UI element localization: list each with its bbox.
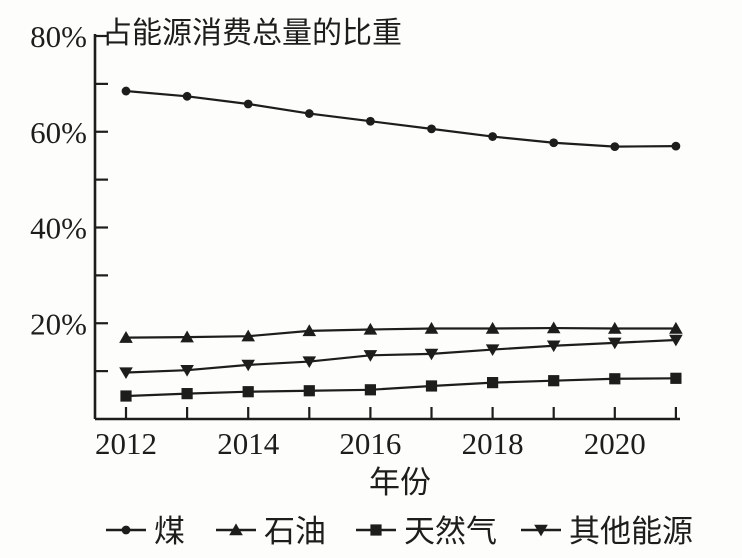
other-energy-marker-icon — [119, 367, 133, 379]
coal-marker-icon — [243, 99, 253, 109]
natural-gas-marker-icon — [303, 385, 315, 397]
oil-legend-marker-icon — [229, 523, 243, 536]
natural-gas-marker-icon — [181, 388, 193, 400]
legend-label-coal: 煤 — [154, 514, 185, 549]
legend-label-natural-gas: 天然气 — [404, 514, 497, 549]
oil-line — [125, 326, 676, 339]
coal-marker-icon — [427, 124, 436, 134]
other-energy-marker-icon — [180, 364, 194, 377]
legend: 煤 石油 天然气 其他能源 — [106, 514, 693, 549]
coal-marker-icon — [488, 132, 497, 141]
coal-marker-icon — [549, 138, 559, 148]
natural-gas-marker-icon — [670, 372, 682, 384]
x-tick-label: 2016 — [339, 426, 401, 461]
y-tick-label: 40% — [30, 211, 87, 246]
coal-marker-icon — [182, 91, 192, 101]
coal-marker-icon — [366, 116, 375, 126]
coal-marker-icon — [610, 142, 620, 151]
series-natural-gas — [120, 372, 682, 402]
coal-marker-icon — [121, 86, 131, 96]
natural-gas-line — [125, 377, 676, 398]
other-energy-marker-icon — [363, 350, 378, 362]
other-energy-marker-icon — [546, 340, 561, 353]
oil-marker-icon — [424, 321, 439, 334]
other-energy-legend-marker-icon — [534, 524, 548, 537]
other-energy-marker-icon — [669, 334, 683, 347]
oil-marker-icon — [241, 329, 255, 342]
series-coal — [121, 86, 681, 151]
y-tick-label: 80% — [30, 19, 87, 54]
legend-item-coal: 煤 — [106, 514, 185, 549]
natural-gas-marker-icon — [425, 380, 438, 392]
legend-item-oil: 石油 — [216, 514, 326, 549]
series-layer — [119, 86, 683, 402]
natural-gas-marker-icon — [548, 375, 560, 387]
x-axis-title: 年份 — [369, 465, 431, 500]
natural-gas-marker-icon — [364, 384, 376, 396]
series-other-energy — [119, 334, 683, 379]
axes-layer: 20% 40% 60% 80% 2012 2014 2016 2018 2020 — [30, 19, 680, 461]
chart-title: 占能源消费总量的比重 — [102, 17, 402, 50]
other-energy-marker-icon — [241, 359, 255, 372]
oil-marker-icon — [363, 322, 378, 335]
oil-marker-icon — [546, 321, 561, 334]
x-tick-label: 2014 — [217, 426, 280, 461]
y-tick-label: 60% — [30, 115, 87, 150]
oil-marker-icon — [119, 331, 133, 343]
legend-item-other-energy: 其他能源 — [521, 514, 693, 549]
x-tick-label: 2018 — [462, 426, 524, 461]
coal-marker-icon — [671, 141, 681, 151]
other-energy-marker-icon — [485, 344, 500, 356]
oil-marker-icon — [485, 321, 500, 334]
legend-item-natural-gas: 天然气 — [356, 514, 497, 549]
oil-marker-icon — [302, 324, 317, 337]
coal-marker-icon — [304, 109, 314, 118]
other-energy-marker-icon — [608, 337, 622, 350]
oil-marker-icon — [608, 321, 622, 334]
x-tick-label: 2020 — [584, 426, 646, 461]
legend-label-other-energy: 其他能源 — [569, 514, 693, 549]
x-tick-label: 2012 — [95, 426, 157, 461]
natural-gas-marker-icon — [609, 373, 621, 385]
oil-marker-icon — [180, 330, 194, 343]
natural-gas-marker-icon — [120, 390, 132, 402]
other-energy-marker-icon — [302, 356, 317, 368]
y-tick-label: 20% — [30, 306, 87, 341]
other-energy-marker-icon — [424, 348, 439, 361]
coal-legend-marker-icon — [121, 525, 131, 535]
oil-marker-icon — [669, 321, 683, 334]
coal-line — [125, 89, 676, 148]
legend-label-oil: 石油 — [264, 514, 326, 549]
natural-gas-legend-marker-icon — [370, 524, 382, 536]
natural-gas-marker-icon — [242, 386, 254, 398]
natural-gas-marker-icon — [487, 377, 499, 389]
other-energy-line — [125, 338, 676, 374]
series-oil — [119, 321, 683, 343]
